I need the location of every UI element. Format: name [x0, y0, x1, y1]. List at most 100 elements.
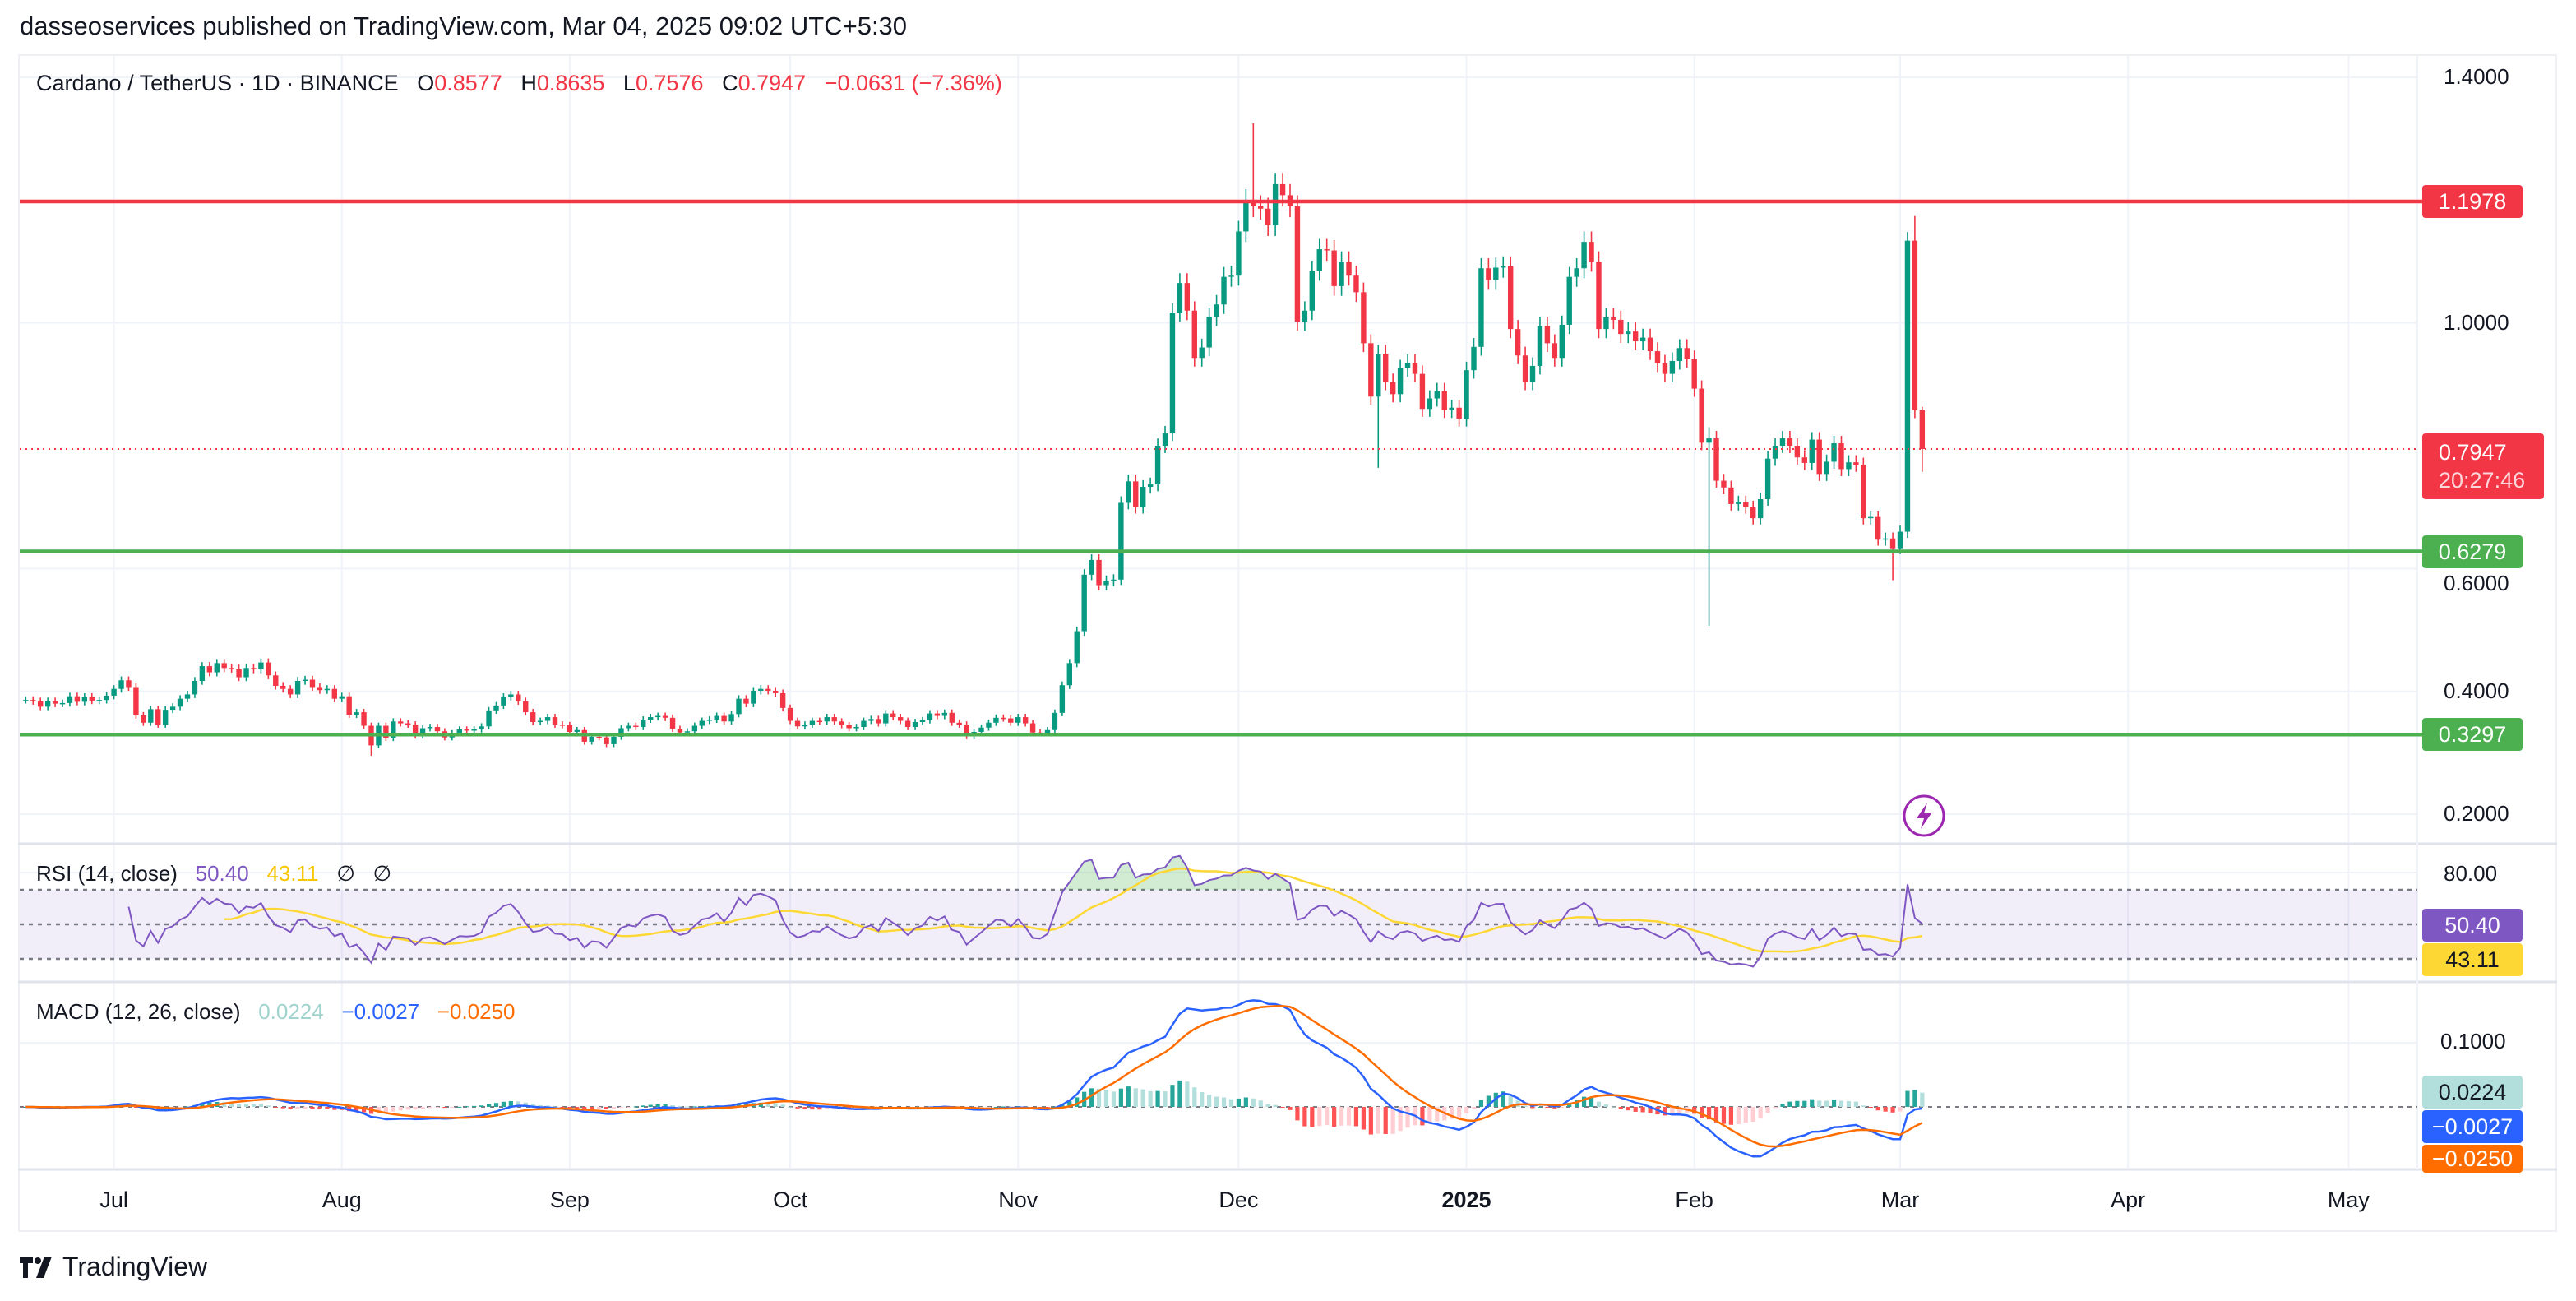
candle-up	[96, 700, 102, 701]
macd-histogram-bar	[1133, 1088, 1138, 1107]
candle-up	[758, 688, 764, 691]
macd-histogram-bar	[692, 1106, 697, 1108]
candle-down	[1787, 438, 1793, 447]
time-axis-label: Aug	[321, 1188, 362, 1212]
candle-up	[1581, 242, 1587, 269]
macd-histogram-bar	[1390, 1107, 1395, 1134]
candle-up	[809, 720, 816, 725]
macd-histogram-bar	[641, 1105, 645, 1107]
macd-histogram-bar	[1853, 1101, 1858, 1107]
candle-down	[331, 688, 337, 699]
macd-histogram-bar	[1103, 1090, 1109, 1107]
candle-up	[654, 715, 661, 718]
macd-histogram-bar	[383, 1107, 388, 1113]
candle-up	[23, 700, 29, 701]
macd-histogram-bar	[618, 1107, 624, 1109]
candle-up	[258, 662, 264, 669]
candle-up	[1772, 446, 1778, 459]
candle-up	[111, 688, 117, 696]
macd-histogram-bar	[795, 1107, 800, 1109]
candle-up	[1199, 347, 1205, 359]
candle-down	[1691, 359, 1697, 389]
macd-histogram-bar	[1177, 1080, 1182, 1107]
macd-histogram-bar	[1713, 1107, 1719, 1123]
macd-histogram-bar	[1920, 1092, 1925, 1107]
candle-up	[294, 681, 301, 695]
candle-down	[1456, 407, 1462, 419]
macd-histogram-bar	[1898, 1107, 1903, 1112]
candle-up	[1081, 574, 1087, 632]
macd-histogram-bar	[633, 1106, 638, 1108]
macd-histogram-bar	[1427, 1107, 1432, 1124]
candle-down	[1699, 388, 1704, 443]
candle-down	[74, 696, 81, 702]
macd-histogram-bar	[361, 1107, 367, 1113]
candle-up	[537, 720, 543, 723]
macd-histogram-bar	[567, 1107, 572, 1109]
macd-histogram-bar	[1700, 1107, 1704, 1118]
macd-hist-tag: 0.0224	[2422, 1076, 2523, 1109]
candle-up	[1427, 398, 1433, 410]
candle-down	[721, 715, 727, 722]
macd-histogram-bar	[1589, 1096, 1594, 1107]
macd-histogram-bar	[670, 1104, 675, 1107]
macd-histogram-bar	[420, 1107, 425, 1109]
candle-up	[1669, 360, 1676, 374]
macd-signal-tag: −0.0250	[2422, 1145, 2523, 1173]
candle-up	[1052, 712, 1058, 730]
macd-histogram-bar	[1765, 1107, 1770, 1113]
rsi-title[interactable]: RSI (14, close)	[36, 861, 178, 886]
macd-histogram-bar	[1890, 1107, 1895, 1113]
candle-down	[956, 722, 962, 725]
macd-histogram-bar	[1280, 1107, 1285, 1108]
candle-down	[934, 713, 941, 716]
macd-histogram-bar	[1288, 1107, 1293, 1110]
candle-down	[1001, 717, 1006, 720]
candle-up	[699, 720, 705, 726]
candle-up	[1316, 249, 1322, 271]
macd-histogram-bar	[1670, 1107, 1675, 1115]
macd-histogram-bar	[1795, 1100, 1800, 1107]
macd-histogram-bar	[597, 1107, 602, 1109]
macd-title[interactable]: MACD (12, 26, close)	[36, 999, 241, 1024]
macd-plot	[23, 999, 1925, 1158]
macd-histogram-bar	[1508, 1095, 1513, 1107]
macd-histogram-bar	[486, 1104, 492, 1107]
candle-down	[1008, 718, 1014, 723]
macd-histogram-bar	[1200, 1092, 1205, 1107]
tradingview-logo[interactable]: TradingView	[20, 1252, 207, 1282]
macd-histogram-bar	[1677, 1107, 1682, 1113]
macd-histogram-bar	[825, 1107, 830, 1109]
candle-up	[419, 728, 426, 736]
macd-histogram-bar	[1743, 1107, 1748, 1123]
rsi-value-tag: 50.40	[2422, 909, 2523, 942]
time-axis-label: Mar	[1880, 1188, 1920, 1212]
rsi-axis-tick: 80.00	[2444, 861, 2498, 886]
macd-histogram-bar	[1663, 1107, 1667, 1116]
candle-down	[1353, 275, 1359, 293]
logo-text: TradingView	[62, 1252, 208, 1281]
symbol-title[interactable]: Cardano / TetherUS · 1D · BINANCE	[36, 71, 399, 95]
candle-up	[728, 714, 734, 722]
candle-up	[169, 706, 176, 711]
candle-up	[1066, 663, 1072, 686]
candle-up	[1464, 370, 1469, 419]
candle-down	[1801, 457, 1807, 463]
candle-up	[1529, 365, 1536, 382]
macd-histogram-bar	[1251, 1098, 1256, 1107]
macd-histogram-bar	[376, 1107, 382, 1113]
macd-histogram-bar	[243, 1104, 249, 1107]
candle-up	[1154, 446, 1161, 485]
macd-histogram-bar	[1618, 1107, 1623, 1109]
candle-up	[1493, 267, 1499, 280]
candle-down	[251, 668, 257, 669]
macd-histogram-bar	[678, 1105, 682, 1107]
candle-up	[1434, 391, 1440, 399]
macd-histogram-bar	[479, 1105, 484, 1107]
candle-up	[104, 695, 109, 701]
candle-up	[493, 705, 499, 711]
macd-histogram-bar	[604, 1107, 609, 1109]
candle-up	[574, 729, 580, 732]
candle-up	[1169, 312, 1176, 434]
